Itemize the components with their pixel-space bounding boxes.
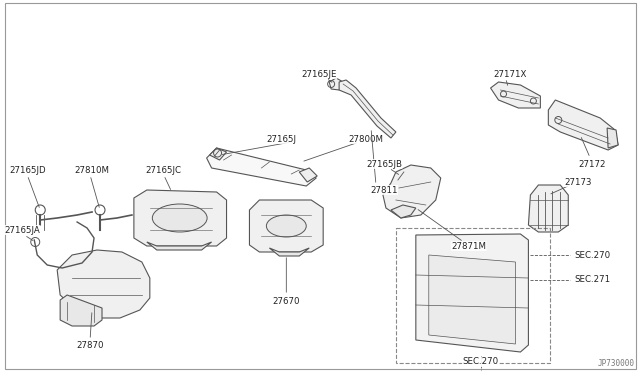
Text: 27670: 27670 [273, 298, 300, 307]
Text: 27871M: 27871M [451, 241, 486, 250]
Text: 27173: 27173 [564, 177, 592, 186]
Polygon shape [429, 255, 515, 344]
Text: JP730000: JP730000 [598, 359, 635, 368]
Polygon shape [607, 128, 618, 148]
Polygon shape [339, 80, 396, 138]
Text: 27165JB: 27165JB [366, 160, 402, 169]
Text: 27800M: 27800M [349, 135, 383, 144]
Text: 27165JD: 27165JD [9, 166, 45, 174]
Polygon shape [210, 148, 227, 160]
Polygon shape [300, 168, 317, 182]
Polygon shape [490, 82, 540, 108]
Text: 27165JA: 27165JA [4, 225, 40, 234]
Polygon shape [548, 100, 618, 150]
Text: 27165JE: 27165JE [301, 70, 337, 78]
Text: SEC.271: SEC.271 [574, 276, 611, 285]
Polygon shape [383, 165, 441, 218]
Text: 27165J: 27165J [266, 135, 296, 144]
Polygon shape [57, 250, 150, 318]
Polygon shape [147, 242, 212, 250]
Text: 27172: 27172 [579, 160, 606, 169]
Polygon shape [134, 190, 227, 246]
Polygon shape [529, 185, 568, 232]
Ellipse shape [152, 204, 207, 232]
Text: 27811: 27811 [370, 186, 397, 195]
Text: SEC.270: SEC.270 [574, 250, 611, 260]
Polygon shape [269, 248, 309, 256]
Polygon shape [391, 205, 416, 218]
Polygon shape [329, 78, 343, 90]
Ellipse shape [266, 215, 307, 237]
Text: 27870: 27870 [76, 341, 104, 350]
Text: 27810M: 27810M [74, 166, 109, 174]
Polygon shape [207, 148, 316, 186]
Polygon shape [416, 234, 529, 352]
Text: 27171X: 27171X [494, 70, 527, 78]
Polygon shape [250, 200, 323, 252]
Text: SEC.270: SEC.270 [463, 357, 499, 366]
Text: 27165JC: 27165JC [146, 166, 182, 174]
Polygon shape [60, 295, 102, 326]
